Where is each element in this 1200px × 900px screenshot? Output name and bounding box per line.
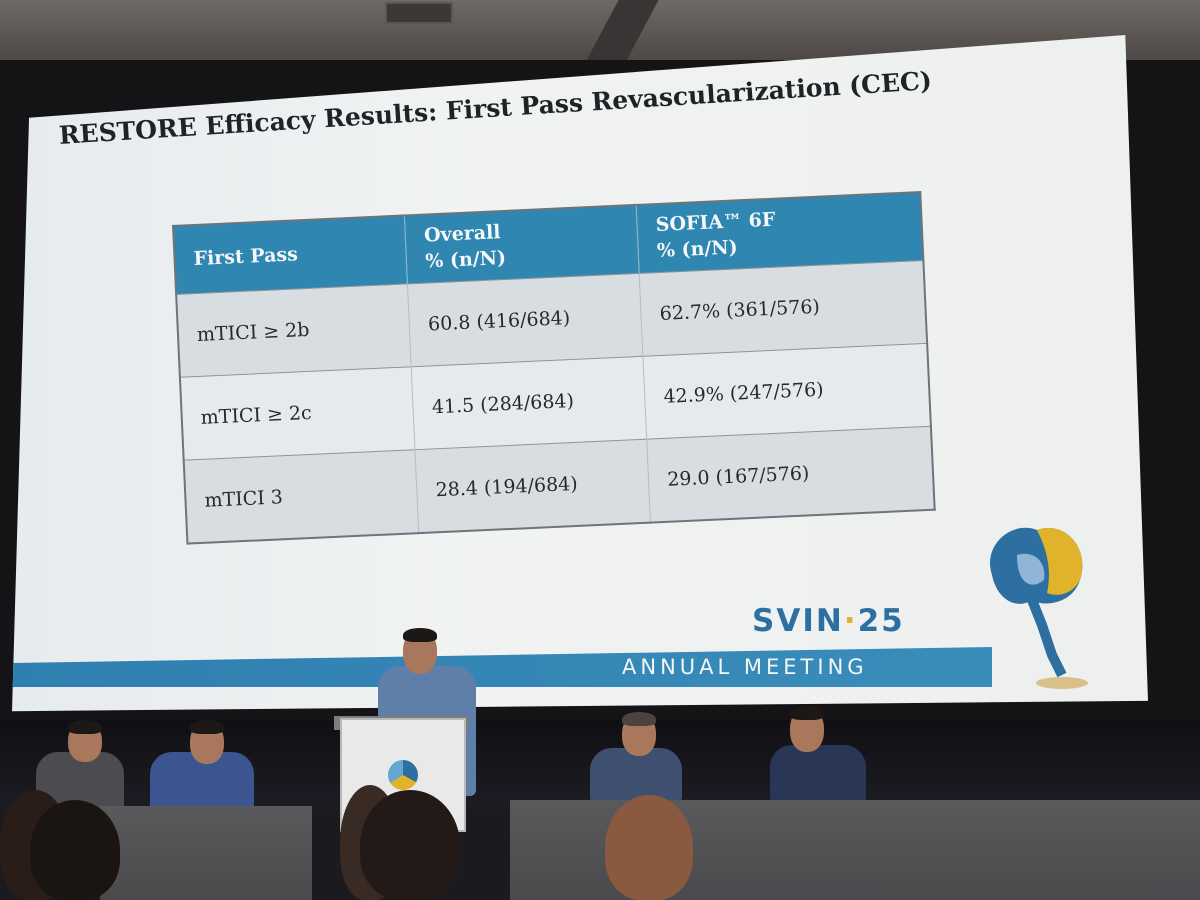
overall-value: 28.4 (194/684) <box>415 438 651 534</box>
header-label: Overall % (n/N) <box>423 221 507 273</box>
panel-table-left <box>100 806 312 900</box>
logo-name: SVIN <box>752 603 844 639</box>
audience-head <box>605 795 693 900</box>
sofia-value: 62.7% (361/576) <box>639 260 928 357</box>
row-label: mTICI ≥ 2b <box>176 284 412 378</box>
overall-value: 60.8 (416/684) <box>407 273 644 367</box>
brain-tree-icon <box>990 527 1088 689</box>
header-overall: Overall % (n/N) <box>404 204 640 285</box>
logo-year: 25 <box>857 603 905 639</box>
row-label: mTICI 3 <box>183 449 420 544</box>
header-first-pass: First Pass <box>173 215 408 295</box>
header-label: First Pass <box>193 243 299 270</box>
header-sofia: SOFIA™ 6F % (n/N) <box>636 192 924 274</box>
sofia-value: 29.0 (167/576) <box>646 425 935 523</box>
svin-logo: SVIN·25 <box>752 603 905 639</box>
row-label: mTICI ≥ 2c <box>179 366 416 460</box>
audience-head <box>30 800 120 900</box>
presentation-slide: RESTORE Efficacy Results: First Pass Rev… <box>12 35 1148 712</box>
meeting-banner-text: ANNUAL MEETING <box>622 655 868 679</box>
overall-value: 41.5 (284/684) <box>411 356 647 450</box>
audience-head <box>360 790 460 900</box>
sofia-value: 42.9% (247/576) <box>643 343 931 439</box>
results-table: First Pass Overall % (n/N) SOFIA™ 6F % (… <box>172 190 936 545</box>
logo-dot: · <box>843 603 858 639</box>
podium-logo-icon <box>388 760 418 790</box>
header-label: SOFIA™ 6F % (n/N) <box>655 208 776 262</box>
ceiling-vent <box>385 2 453 24</box>
results-table-container: First Pass Overall % (n/N) SOFIA™ 6F % (… <box>172 190 936 545</box>
